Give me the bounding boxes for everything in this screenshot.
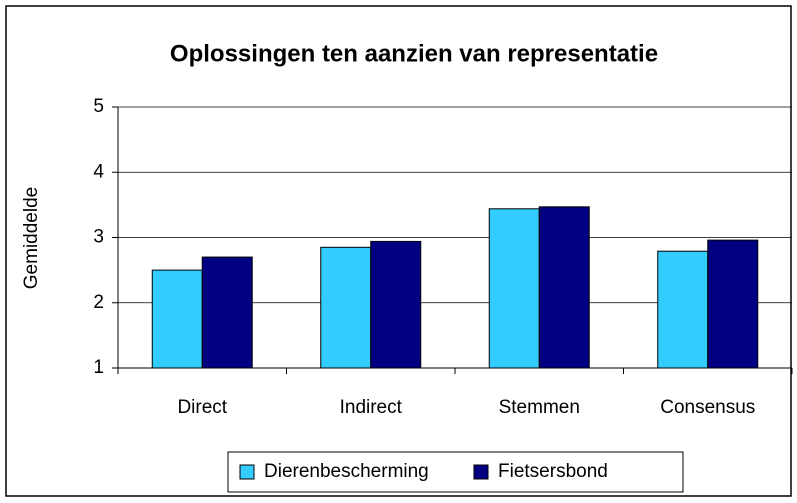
chart-title: Oplossingen ten aanzien van representati… (170, 40, 658, 67)
bar (201, 256, 253, 369)
bar (370, 240, 422, 369)
y-tick-label: 3 (93, 227, 104, 248)
x-tick-label: Direct (177, 397, 227, 418)
y-tick-label: 2 (93, 292, 104, 313)
bar (151, 269, 203, 369)
y-tick-label: 4 (93, 161, 104, 182)
legend-box (227, 451, 684, 493)
legend-swatch (473, 464, 489, 480)
bar (657, 250, 709, 369)
bar (320, 246, 372, 369)
x-tick-label: Stemmen (499, 397, 580, 418)
legend-label: Dierenbescherming (264, 461, 429, 482)
y-axis-label: Gemiddelde (21, 187, 42, 289)
y-tick-label: 5 (93, 96, 104, 117)
y-tick-label: 1 (93, 357, 104, 378)
bar (538, 206, 590, 369)
bar (707, 239, 759, 369)
x-tick-label: Indirect (340, 397, 403, 418)
bar (488, 208, 540, 369)
x-tick-label: Consensus (660, 397, 755, 418)
legend-swatch (239, 464, 255, 480)
legend-label: Fietsersbond (498, 461, 608, 482)
